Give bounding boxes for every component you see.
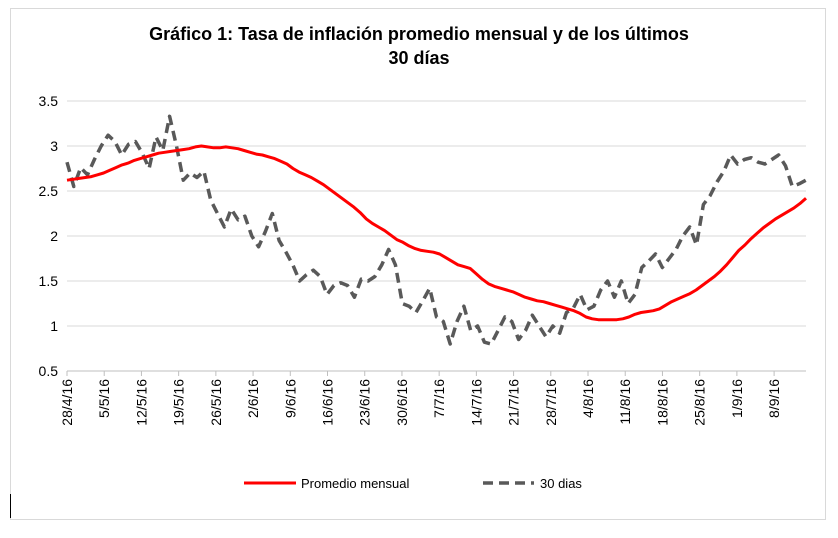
y-tick-label: 1.5: [39, 273, 59, 289]
y-tick-label: 1: [50, 318, 58, 334]
x-tick-label: 9/6/16: [282, 379, 298, 418]
x-tick-label: 25/8/16: [692, 379, 708, 426]
x-tick-label: 1/9/16: [729, 379, 745, 418]
y-tick-label: 2.5: [39, 183, 59, 199]
x-tick-label: 16/6/16: [320, 379, 336, 426]
x-tick-label: 28/4/16: [59, 379, 75, 426]
y-tick-label: 3.5: [39, 93, 59, 109]
series-line-30-dias: [65, 114, 807, 346]
x-tick-label: 30/6/16: [394, 379, 410, 426]
x-tick-label: 18/8/16: [654, 379, 670, 426]
legend-label: Promedio mensual: [301, 476, 409, 491]
x-tick-labels: 28/4/16 5/5/16 12/5/16 19/5/16 26/5/16 2/6/16…: [59, 371, 782, 426]
y-tick-label: 3: [50, 138, 58, 154]
x-tick-label: 2/6/16: [245, 379, 261, 418]
chart-title: Gráfico 1: Tasa de inflación promedio me…: [0, 22, 838, 70]
x-tick-label: 28/7/16: [543, 379, 559, 426]
y-tick-labels: 0.5 1 1.5 2 2.5 3 3.5: [39, 93, 59, 379]
x-tick-label: 11/8/16: [617, 379, 633, 425]
stray-cursor-mark: [10, 494, 11, 518]
x-tick-label: 19/5/16: [171, 379, 187, 426]
x-tick-label: 23/6/16: [357, 379, 373, 426]
x-tick-label: 5/5/16: [96, 379, 112, 418]
chart-title-line-2: 30 días: [388, 48, 450, 68]
x-tick-label: 21/7/16: [506, 379, 522, 426]
series-line-promedio-mensual: [66, 144, 807, 322]
x-tick-label: 7/7/16: [431, 379, 447, 418]
grid-layer: [67, 100, 806, 327]
legend: Promedio mensual 30 dias: [244, 476, 582, 491]
x-tick-label: 26/5/16: [208, 379, 224, 426]
x-tick-label: 8/9/16: [766, 379, 782, 418]
x-tick-label: 4/8/16: [580, 379, 596, 418]
series-layer: [65, 114, 807, 346]
legend-label: 30 dias: [540, 476, 582, 491]
y-tick-label: 0.5: [39, 363, 59, 379]
chart-frame: [10, 8, 826, 520]
chart-title-line-1: Gráfico 1: Tasa de inflación promedio me…: [149, 24, 689, 44]
x-tick-label: 14/7/16: [468, 379, 484, 426]
y-tick-label: 2: [50, 228, 58, 244]
x-tick-label: 12/5/16: [133, 379, 149, 426]
